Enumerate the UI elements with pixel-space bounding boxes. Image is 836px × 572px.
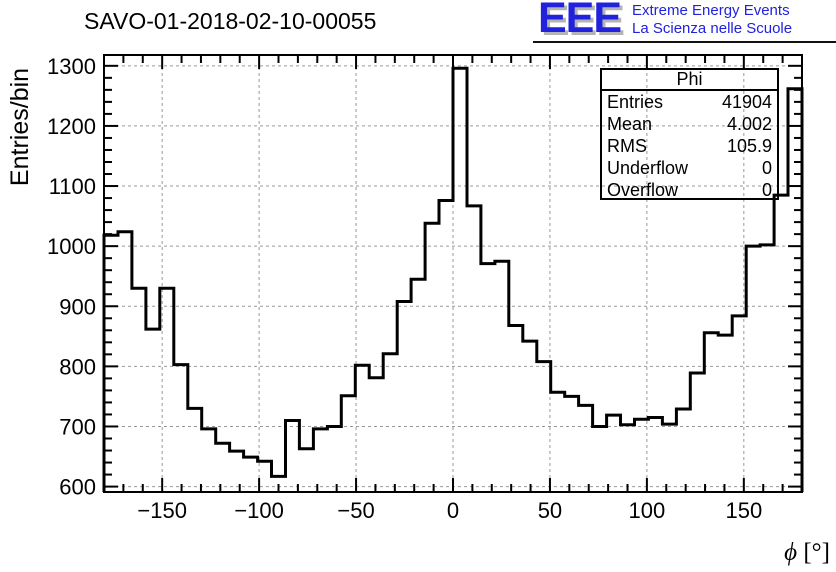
stats-box-separator: [602, 89, 777, 91]
x-tick-label: 50: [538, 498, 562, 523]
x-tick-label: 150: [725, 498, 762, 523]
y-tick-label: 1100: [49, 174, 96, 199]
eee-logo-line2: La Scienza nelle Scuole: [632, 20, 793, 37]
stats-row-value: 0: [761, 158, 772, 178]
tick-labels: −150 −100 −50 0 50 100 150 600 700 800 900 1000 1100…: [47, 54, 762, 523]
stats-row-value: 0: [761, 180, 772, 200]
stats-row-label: Overflow: [607, 180, 679, 200]
stats-row: Underflow 0: [607, 157, 772, 179]
stats-row: RMS 105.9: [607, 135, 772, 157]
eee-logo-line1: Extreme Energy Events: [632, 2, 790, 19]
y-tick-label: 1000: [47, 234, 96, 259]
stats-box: Phi Entries 41904 Mean 4.002 RMS 105.9 Underfl…: [600, 68, 779, 200]
y-tick-label: 600: [59, 475, 96, 500]
stats-row: Entries 41904: [607, 91, 772, 113]
y-tick-label: 1300: [47, 54, 96, 79]
stats-row-label: Mean: [607, 114, 653, 134]
x-tick-label: −150: [137, 498, 187, 523]
x-tick-label: 0: [447, 498, 459, 523]
logo-underline-rule: [533, 41, 836, 43]
y-tick-label: 1200: [47, 114, 96, 139]
y-tick-label: 800: [59, 354, 96, 379]
eee-logo: EEE Extreme Energy Events La Scienza nel…: [533, 0, 836, 44]
stats-row: Overflow 0: [607, 179, 772, 201]
y-axis-title: Entries/bin: [6, 68, 34, 186]
x-tick-label: 100: [629, 498, 666, 523]
plot-title: SAVO-01-2018-02-10-00055: [84, 8, 377, 34]
stats-row-value: 105.9: [726, 136, 772, 156]
stats-row-value: 41904: [721, 92, 772, 112]
x-tick-label: −100: [234, 498, 284, 523]
eee-logo-text: Extreme Energy Events La Scienza nelle S…: [632, 2, 792, 38]
stats-box-rows: Entries 41904 Mean 4.002 RMS 105.9 Underflow 0 O…: [602, 91, 777, 201]
stats-box-title: Phi: [676, 69, 703, 89]
stats-row-label: Underflow: [607, 158, 689, 178]
histogram-line: [102, 66, 804, 492]
stats-row: Mean 4.002: [607, 113, 772, 135]
y-tick-label: 900: [59, 294, 96, 319]
stats-row-label: RMS: [607, 136, 647, 156]
x-axis-title: ϕ [°]: [784, 539, 830, 566]
eee-logo-acronym: EEE: [538, 0, 622, 42]
x-tick-label: −50: [337, 498, 374, 523]
y-tick-label: 700: [59, 414, 96, 439]
stats-row-value: 4.002: [726, 114, 772, 134]
stats-row-label: Entries: [607, 92, 664, 112]
